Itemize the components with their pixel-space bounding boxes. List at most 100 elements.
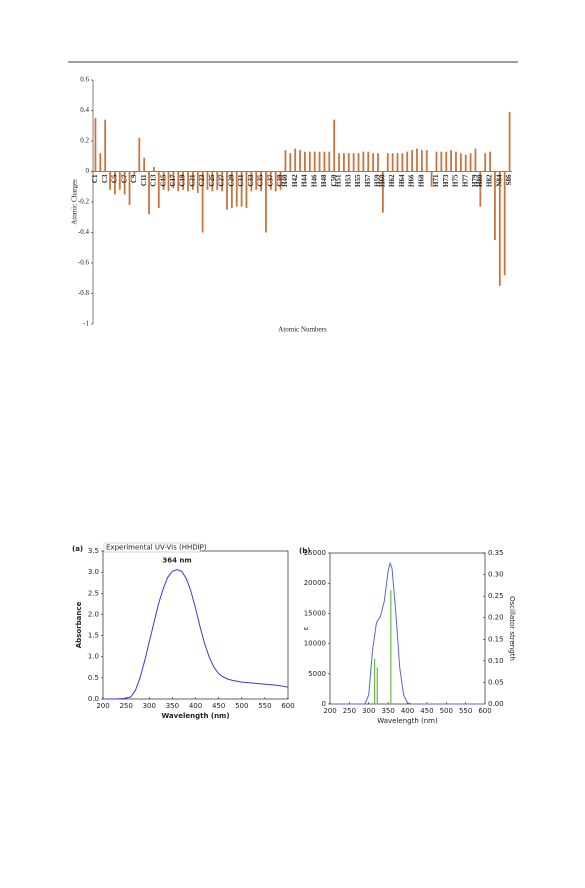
x-tick-label: C5	[111, 174, 119, 183]
bar	[474, 148, 477, 172]
plot-frame	[102, 550, 289, 700]
bar	[308, 151, 311, 172]
x-tick-label: C33	[247, 174, 255, 187]
bar	[153, 166, 155, 172]
x-tick-label: C27	[218, 174, 226, 187]
x-tick-label: H42	[291, 174, 299, 187]
x-tick-label: C35	[257, 174, 265, 187]
bar	[484, 153, 487, 172]
bar	[162, 171, 165, 190]
annotation: 364 nm	[162, 557, 191, 565]
bar	[440, 151, 443, 172]
bar	[123, 171, 126, 195]
bar	[250, 171, 253, 192]
x-tick-label: H53	[344, 174, 352, 187]
bar	[445, 151, 448, 172]
x-tick-label: C23	[198, 174, 206, 187]
bar	[494, 171, 496, 241]
y-tick-label: -0.2	[78, 198, 90, 206]
x-tick-label: C19	[179, 174, 187, 187]
x-tick-label: H71	[432, 174, 440, 187]
x-tick-label: N84	[495, 174, 503, 187]
bar	[138, 137, 141, 172]
x-tick-label: C11	[140, 174, 148, 186]
x-tick-label: 500	[440, 707, 453, 715]
bar	[226, 171, 228, 210]
y-tick-label: 2.0	[88, 610, 99, 618]
bar	[435, 151, 438, 172]
x-tick-label: H46	[310, 174, 318, 187]
chart: 0.6 0.4 0.2 0 -0.2 -0.4 -0.6 -0.8 -1 Atomic Charg…	[71, 76, 514, 334]
y2-tick-label: 0.35	[488, 549, 504, 557]
bar	[143, 157, 146, 172]
y-tick-label: 3.0	[88, 568, 99, 576]
panel-label: (b)	[299, 547, 310, 555]
y-tick-label: 0.6	[80, 76, 89, 84]
y2-tick-label: 0.30	[488, 571, 504, 579]
y-axis-title: Absorbance	[75, 602, 83, 649]
x-tick-label: H73	[442, 174, 450, 187]
y-tick-label: 25000	[304, 549, 326, 557]
bar	[459, 153, 462, 172]
y-tick-label: 15000	[304, 609, 326, 617]
x-tick-label: H77	[461, 174, 469, 187]
bar	[191, 171, 194, 190]
x-tick-label: 550	[459, 707, 472, 715]
bar	[357, 153, 360, 172]
y2-tick-label: 0.10	[488, 657, 504, 665]
bar	[269, 171, 272, 190]
bar	[274, 171, 277, 192]
bar	[114, 171, 116, 195]
x-tick-label: H59	[374, 174, 382, 187]
bar	[362, 151, 365, 172]
bar	[469, 153, 472, 172]
bar	[221, 171, 224, 192]
bar	[94, 118, 97, 172]
x-tick-label: H64	[398, 174, 406, 187]
x-axis-title: Wavelength (nm)	[161, 712, 229, 720]
bar	[406, 151, 409, 172]
x-axis-title: Atomic Numbers	[278, 326, 327, 334]
bar	[498, 171, 501, 286]
bar	[367, 151, 370, 172]
bar	[99, 153, 102, 172]
legend-entry: Experimental UV-Vis (HHDIP)	[106, 544, 207, 552]
bar	[157, 171, 160, 209]
y-tick-label: -1	[83, 320, 89, 328]
y-tick-label: 0.0	[88, 695, 99, 703]
bar	[455, 151, 457, 172]
x-tick-label: H68	[417, 174, 425, 187]
x-tick-label: 450	[420, 707, 433, 715]
y-tick-label: -0.6	[78, 259, 90, 267]
x-tick-label: C15	[159, 174, 167, 187]
bar	[411, 150, 414, 172]
bar	[279, 171, 282, 190]
x-tick-label: C1	[91, 174, 99, 183]
x-tick-label: 600	[478, 707, 491, 715]
bar	[313, 151, 316, 172]
y-tick-label: 0.2	[80, 137, 89, 145]
x-tick-label: H66	[408, 174, 416, 187]
bar	[172, 171, 175, 189]
bar	[128, 171, 131, 206]
x-tick-label: S86	[505, 174, 513, 185]
x-tick-label: H40	[281, 174, 289, 187]
bar	[381, 171, 384, 213]
bar	[503, 171, 506, 276]
x-tick-label: H57	[364, 174, 372, 187]
bar	[386, 153, 389, 172]
x-tick-label: 500	[235, 702, 248, 710]
x-tick-label: 450	[212, 702, 225, 710]
bar	[133, 171, 136, 175]
x-tick-label: C50	[330, 174, 338, 187]
bar	[109, 171, 111, 190]
bar	[245, 171, 248, 209]
y2-tick-label: 0.25	[488, 592, 504, 600]
x-tick-label: 350	[166, 702, 179, 710]
y-tick-label: -0.8	[78, 289, 90, 297]
y2-tick-label: 0.05	[488, 678, 504, 686]
bar	[396, 153, 399, 172]
y2-tick-label: 0.20	[488, 614, 504, 622]
bar	[352, 153, 355, 172]
y2-tick-label: 0.00	[488, 700, 504, 708]
